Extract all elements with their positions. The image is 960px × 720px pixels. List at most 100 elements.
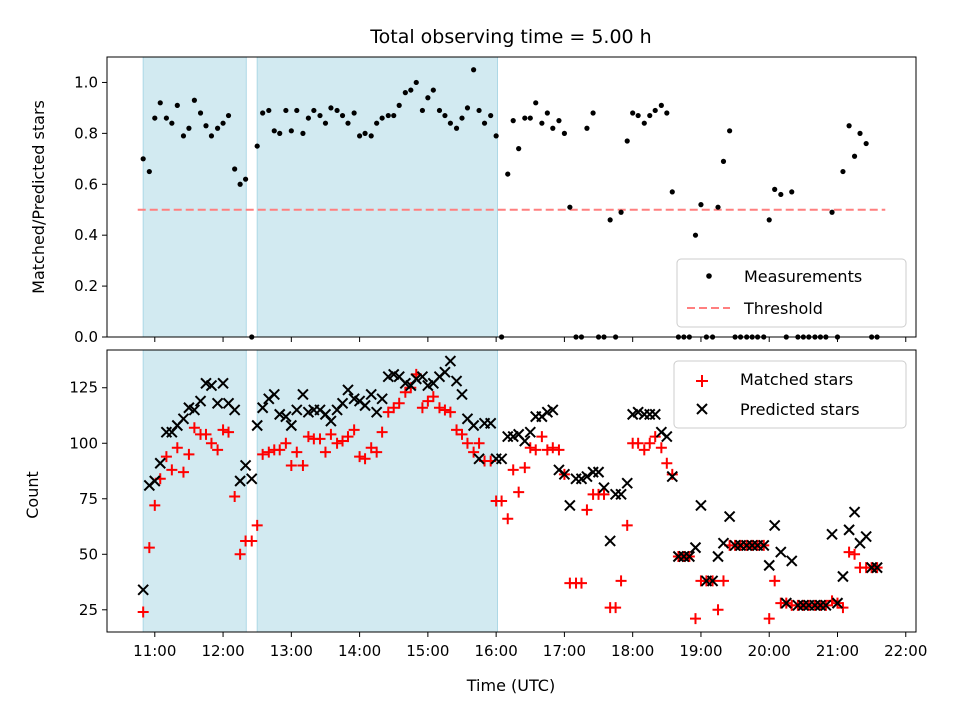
predicted-star-point (820, 599, 832, 612)
measurement-point (464, 105, 471, 111)
chart-title: Total observing time = 5.00 h (369, 26, 651, 48)
x-axis-label: Time (UTC) (466, 676, 555, 695)
matched-star-point (444, 406, 456, 418)
measurement-point (396, 102, 402, 108)
top-y-axis-label: Matched/Predicted stars (29, 100, 48, 294)
predicted-star-point (495, 453, 508, 465)
matched-star-point (302, 431, 314, 443)
matched-star-point (291, 446, 303, 458)
measurement-point (516, 146, 522, 152)
predicted-star-point (723, 510, 736, 523)
y-tick-label: 0.4 (74, 226, 98, 244)
measurement-point (607, 217, 613, 223)
matched-star-point (234, 548, 246, 560)
predicted-star-point (604, 535, 616, 547)
predicted-star-point (547, 404, 559, 416)
predicted-star-point (239, 459, 252, 472)
matched-star-point (427, 391, 439, 403)
predicted-star-point (188, 404, 201, 416)
measurement-point (174, 102, 180, 108)
measurement-point (459, 115, 465, 121)
measurement-point (658, 102, 664, 108)
predicted-star-point (683, 550, 696, 563)
matched-star-point (251, 519, 263, 531)
measurement-point (544, 110, 550, 116)
matched-star-point (257, 448, 269, 460)
x-tick-label: 19:00 (679, 642, 722, 660)
predicted-star-point (217, 377, 229, 390)
measurement-point (493, 133, 499, 139)
matched-star-point (530, 444, 542, 456)
matched-star-point (575, 577, 587, 589)
measurement-point (311, 107, 317, 114)
shaded-interval (256, 349, 499, 633)
predicted-star-point (763, 559, 775, 572)
y-tick-label: 1.0 (74, 73, 98, 91)
matched-star-point (461, 437, 473, 449)
bottom-axes: 25 50 75 100 125 11:00 12:00 13:00 14:00 15:00 16… (23, 349, 927, 695)
matched-star-point (615, 575, 627, 587)
x-tick-label: 22:00 (884, 642, 927, 660)
matched-star-point (598, 488, 610, 500)
measurement-point (430, 87, 436, 93)
predicted-star-point (644, 408, 656, 421)
matched-star-point (137, 606, 149, 618)
measurement-point (590, 110, 596, 116)
predicted-star-point (234, 475, 246, 487)
legend-matched-label: Matched stars (740, 370, 853, 389)
top-x-ticks (154, 337, 907, 342)
predicted-star-point (689, 541, 702, 554)
measurement-point (368, 133, 374, 139)
measurement-point (436, 107, 443, 114)
predicted-star-point (285, 419, 298, 432)
predicted-star-point (274, 408, 286, 421)
matched-star-point (433, 402, 445, 414)
measurement-point (488, 112, 494, 119)
matched-star-point (285, 459, 297, 471)
measurement-point (413, 79, 419, 86)
measurement-point (635, 112, 641, 119)
measurement-point (385, 112, 391, 119)
bottom-legend: Matched stars Predicted stars (673, 360, 907, 429)
predicted-star-point (666, 470, 678, 483)
predicted-star-point (661, 430, 673, 443)
matched-star-point (212, 444, 224, 456)
measurement-point (191, 97, 197, 103)
matched-star-point (183, 448, 195, 460)
measurement-point (157, 100, 163, 106)
predicted-star-point (775, 546, 787, 558)
measurement-point (152, 115, 158, 121)
measurement-point (288, 128, 294, 134)
measurement-point (567, 204, 573, 210)
matched-star-point (439, 404, 451, 416)
y-tick-label: 0.8 (74, 124, 98, 142)
predicted-star-point (370, 406, 383, 418)
matched-star-point (354, 451, 366, 463)
legend-matched-marker (696, 375, 708, 387)
measurement-point (652, 107, 658, 114)
top-shaded-regions (142, 56, 499, 338)
predicted-star-point (342, 384, 354, 396)
predicted-star-point (695, 499, 707, 512)
matched-star-point (325, 428, 337, 440)
measurement-point (630, 110, 636, 116)
measurement-point (225, 112, 232, 119)
x-tick-label: 13:00 (270, 642, 313, 660)
measurement-point (345, 120, 351, 126)
predicted-star-point (717, 537, 730, 549)
predicted-star-point (365, 388, 377, 401)
matched-stars-points (137, 368, 883, 625)
measurement-point (481, 120, 488, 126)
matched-star-point (393, 397, 405, 409)
matched-star-point (541, 444, 553, 456)
predicted-star-point (280, 410, 292, 423)
measurement-point (146, 168, 152, 175)
matched-star-point (263, 446, 275, 458)
measurement-point (829, 209, 835, 215)
measurement-point (328, 105, 334, 111)
y-tick-label: 0.6 (74, 175, 98, 193)
matched-star-point (177, 466, 189, 478)
y-tick-label: 125 (69, 379, 98, 397)
bottom-legend-box (673, 360, 907, 429)
